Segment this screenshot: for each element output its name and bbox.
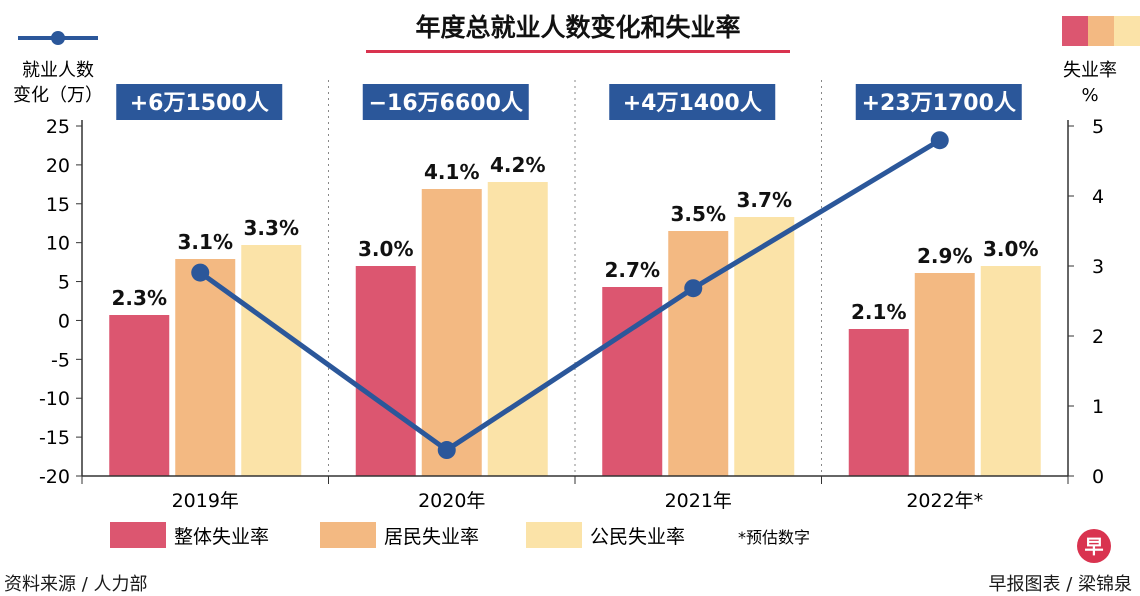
chart-svg: 年度总就业人数变化和失业率就业人数变化（万）失业率%2520151050-5-1… <box>13 13 1140 563</box>
bar-2-4 <box>914 273 975 476</box>
right-tick-label: 2 <box>1092 326 1104 348</box>
bar-label: 4.2% <box>490 153 545 177</box>
bar-label: 3.0% <box>983 237 1038 261</box>
left-tick-label: -15 <box>39 427 70 449</box>
chart-title: 年度总就业人数变化和失业率 <box>415 13 740 42</box>
change-label-box <box>609 84 776 120</box>
line-legend-marker <box>51 31 65 45</box>
category-label: 2021年 <box>665 490 732 512</box>
left-axis-label-line1: 就业人数 <box>22 60 94 81</box>
bar-label: 3.3% <box>244 216 299 240</box>
change-label-box <box>116 84 283 120</box>
right-tick-label: 5 <box>1092 116 1104 138</box>
bar-label: 2.9% <box>917 244 972 268</box>
category-label: 2019年 <box>172 490 239 512</box>
title-underline <box>366 50 790 53</box>
bar-1-2 <box>355 266 416 476</box>
change-label: +4万1400人 <box>623 91 762 116</box>
bar-label: 3.0% <box>358 237 413 261</box>
employment-change-point-3 <box>684 279 703 298</box>
bar-1-4 <box>848 329 909 476</box>
bar-label: 3.7% <box>737 188 792 212</box>
category-label: 2022年* <box>906 490 983 512</box>
left-tick-label: 0 <box>58 310 70 332</box>
bar-label: 2.7% <box>605 258 660 282</box>
bar-1-1 <box>109 315 170 476</box>
bar-label: 2.1% <box>851 300 906 324</box>
left-tick-label: -5 <box>51 349 70 371</box>
change-label: +6万1500人 <box>130 91 269 116</box>
bar-2-3 <box>668 231 729 476</box>
right-tick-label: 3 <box>1092 256 1104 278</box>
left-tick-label: 10 <box>46 233 70 255</box>
left-tick-label: 15 <box>46 194 70 216</box>
legend-swatch-top-2 <box>1088 16 1114 46</box>
change-label: +23万1700人 <box>862 91 1016 116</box>
legend-label-2: 居民失业率 <box>384 526 479 548</box>
legend-swatch-1 <box>110 522 166 548</box>
left-tick-label: -20 <box>39 466 70 488</box>
bar-2-1 <box>175 259 236 476</box>
bar-3-4 <box>980 266 1041 476</box>
legend-swatch-3 <box>526 522 582 548</box>
employment-change-point-4 <box>930 131 949 150</box>
credit-note: 早报图表 / 梁锦泉 <box>988 574 1132 595</box>
change-label-box <box>855 84 1022 120</box>
left-tick-label: 20 <box>46 155 70 177</box>
source-note: 资料来源 / 人力部 <box>4 574 148 595</box>
legend-swatch-top-3 <box>1114 16 1140 46</box>
right-tick-label: 4 <box>1092 186 1104 208</box>
left-tick-label: -10 <box>39 388 70 410</box>
right-tick-label: 0 <box>1092 466 1104 488</box>
zaobao-logo-icon <box>1077 529 1111 563</box>
legend-label-1: 整体失业率 <box>174 526 269 548</box>
legend-swatch-2 <box>320 522 376 548</box>
employment-change-point-2 <box>437 441 456 460</box>
bar-label: 4.1% <box>424 160 479 184</box>
bar-1-3 <box>602 287 663 476</box>
left-tick-label: 5 <box>58 272 70 294</box>
category-label: 2020年 <box>418 490 485 512</box>
change-label-box <box>362 84 529 120</box>
left-axis-label-line2: 变化（万） <box>13 85 103 106</box>
left-tick-label: 25 <box>46 116 70 138</box>
employment-change-line <box>198 138 942 453</box>
footnote: *预估数字 <box>738 528 810 547</box>
bar-label: 3.1% <box>178 230 233 254</box>
right-axis-label-line1: 失业率 <box>1063 60 1117 81</box>
legend-label-3: 公民失业率 <box>590 526 685 548</box>
bar-3-2 <box>487 182 548 476</box>
bar-label: 2.3% <box>112 286 167 310</box>
zaobao-logo-text: 早 <box>1084 536 1103 558</box>
bar-label: 3.5% <box>671 202 726 226</box>
legend-swatch-top-1 <box>1062 16 1088 46</box>
right-axis-label-line2: % <box>1081 85 1098 106</box>
employment-change-point-1 <box>191 263 210 282</box>
bar-2-2 <box>421 189 482 476</box>
bar-3-1 <box>241 245 302 476</box>
right-tick-label: 1 <box>1092 396 1104 418</box>
change-label: −16万6600人 <box>369 91 523 116</box>
